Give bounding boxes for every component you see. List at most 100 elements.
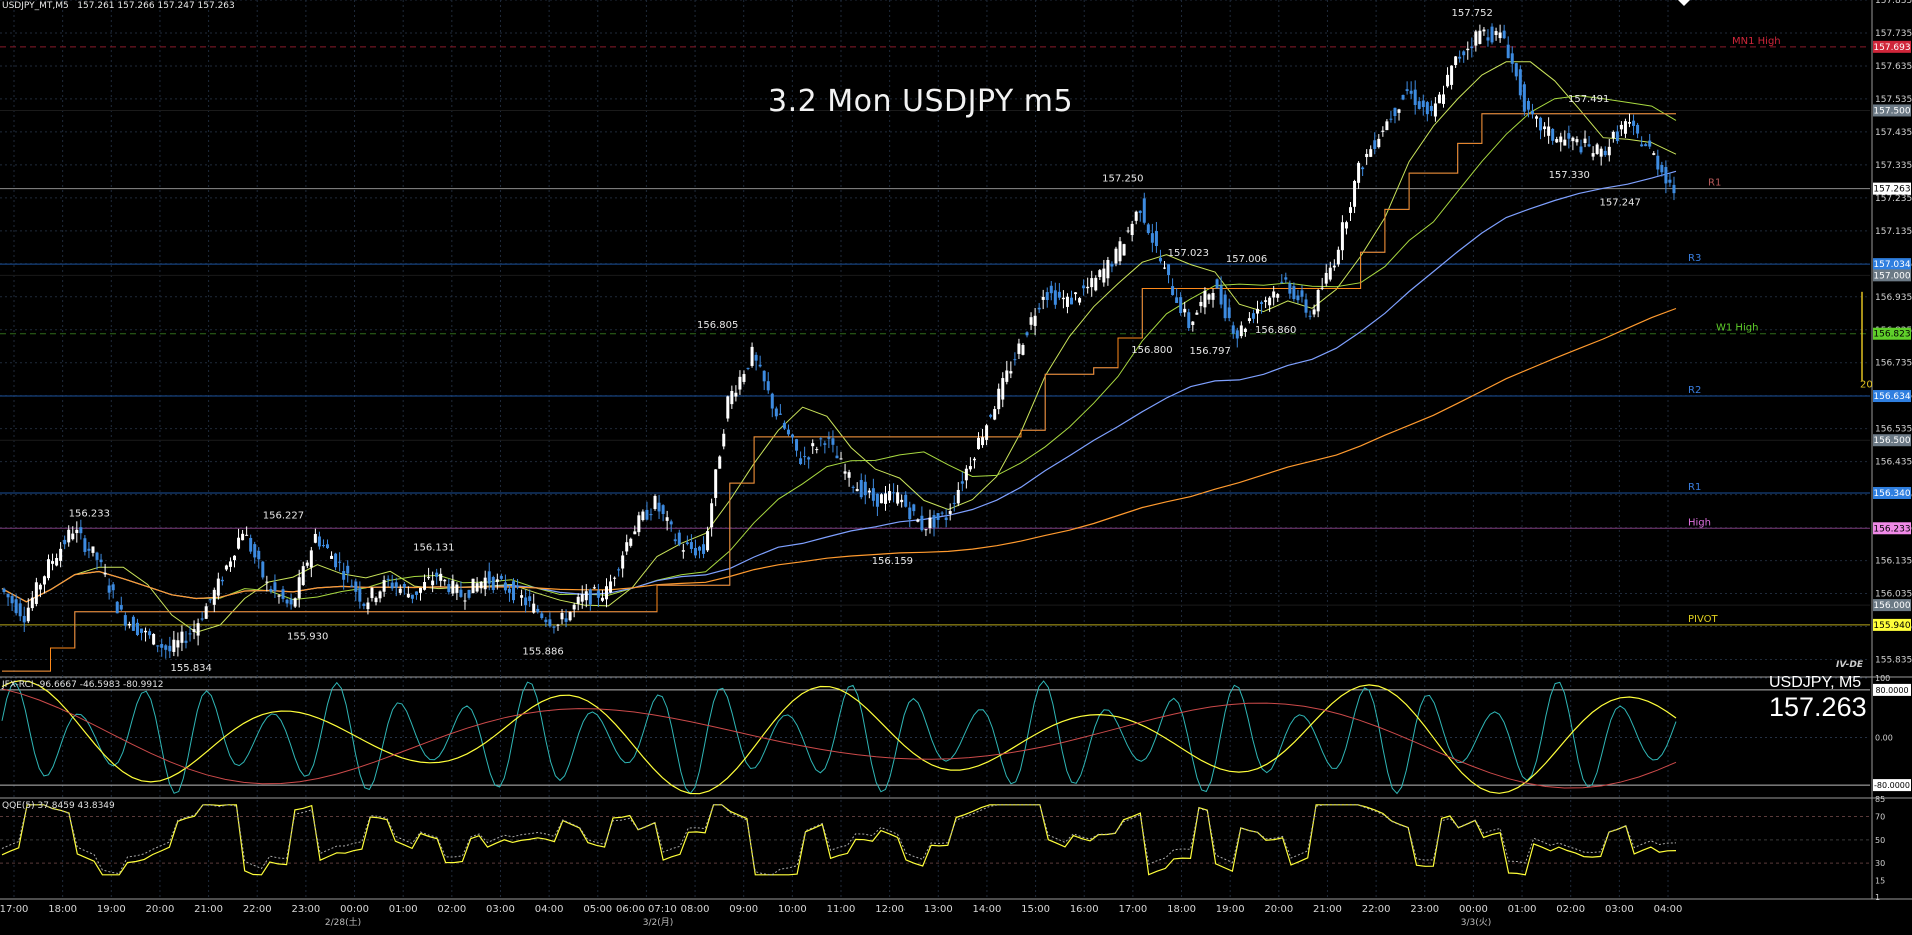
candle-up	[867, 490, 871, 493]
candle-up	[1652, 153, 1656, 155]
candle-up	[1583, 138, 1587, 144]
x-tick-label: 23:00	[1410, 904, 1439, 915]
candle-up	[51, 561, 55, 564]
chart-title: 3.2 Mon USDJPY m5	[768, 84, 1074, 119]
candle-up	[475, 583, 479, 592]
candle-up	[483, 577, 487, 590]
candle-up	[1494, 31, 1498, 35]
candle-up	[742, 374, 746, 382]
candle-up	[330, 555, 334, 559]
y-tick-label: 156.535	[1875, 425, 1912, 435]
candle-down	[362, 603, 366, 607]
level-price-tag	[1873, 327, 1911, 340]
candle-down	[673, 539, 677, 542]
candle-up	[1126, 230, 1130, 232]
candle-down	[1045, 292, 1049, 301]
candle-down	[1425, 102, 1429, 115]
candle-down	[14, 599, 18, 614]
x-tick-label: 09:00	[729, 904, 758, 915]
candle-down	[661, 505, 665, 514]
candle-down	[1361, 167, 1365, 170]
scroll-marker-icon[interactable]	[1678, 0, 1690, 6]
candle-up	[293, 598, 297, 607]
candle-up	[277, 595, 281, 597]
candle-down	[835, 455, 839, 459]
candle-up	[1349, 207, 1352, 213]
candle-up	[977, 437, 980, 450]
quote-symbol: USDJPY, M5	[1769, 674, 1862, 691]
candle-down	[1636, 124, 1640, 134]
rci-mid-line	[1, 679, 1677, 795]
candle-up	[600, 597, 604, 601]
candle-down	[1251, 313, 1255, 319]
candle-down	[693, 547, 697, 556]
candle-up	[495, 579, 499, 582]
x-tick-label: 21:00	[194, 904, 223, 915]
y-tick-label: 157.335	[1875, 161, 1912, 171]
candle-down	[1656, 155, 1660, 170]
candle-down	[160, 644, 164, 648]
candle-down	[334, 553, 338, 568]
candle-down	[1615, 131, 1619, 141]
level-price-tag	[1873, 182, 1911, 195]
candle-up	[1547, 126, 1551, 136]
candle-up	[443, 579, 447, 582]
candle-down	[1530, 110, 1534, 115]
candle-up	[1450, 65, 1454, 85]
candle-up	[398, 588, 402, 593]
candle-down	[564, 618, 568, 622]
candle-down	[289, 599, 293, 605]
candle-down	[410, 594, 414, 599]
candle-down	[326, 544, 329, 549]
candle-up	[1543, 126, 1547, 130]
candle-up	[584, 591, 588, 601]
candle-up	[1033, 315, 1037, 326]
candle-up	[1163, 267, 1166, 269]
candle-up	[406, 593, 410, 598]
candle-up	[738, 376, 742, 390]
level-label: High	[1688, 517, 1711, 528]
rci-y-tick: -80.0000	[1874, 781, 1910, 790]
level-price-tag	[1873, 258, 1911, 271]
candle-down	[87, 548, 91, 551]
candle-down	[1288, 283, 1292, 294]
candle-up	[592, 587, 596, 589]
candle-up	[47, 559, 50, 579]
qqe-y-tick: 15	[1875, 877, 1885, 886]
candle-up	[609, 581, 613, 593]
candle-down	[99, 559, 103, 563]
candle-down	[386, 578, 390, 580]
candle-down	[698, 546, 701, 551]
candle-up	[1243, 328, 1247, 332]
candle-up	[1098, 270, 1102, 278]
candle-up	[241, 533, 245, 541]
x-tick-label: 20:00	[146, 904, 175, 915]
candle-up	[1498, 32, 1502, 39]
candle-up	[560, 613, 564, 620]
candle-up	[176, 640, 180, 648]
candle-down	[536, 608, 540, 613]
price-annotation: 157.491	[1568, 94, 1609, 105]
candle-down	[156, 645, 160, 647]
candle-down	[487, 571, 491, 584]
candle-down	[10, 595, 14, 604]
candle-up	[1041, 296, 1045, 300]
x-tick-label: 05:00	[583, 904, 612, 915]
x-tick-label: 19:00	[97, 904, 126, 915]
candle-up	[718, 456, 722, 469]
price-annotation: 155.930	[287, 632, 328, 643]
level-label: R2	[1688, 385, 1701, 396]
candle-down	[119, 605, 123, 610]
qqe-header: QQE(5) 37.8459 43.8349	[2, 801, 115, 811]
candle-down	[875, 493, 879, 507]
candle-down	[1158, 257, 1162, 262]
price-annotation: 156.131	[413, 542, 454, 553]
candle-down	[1025, 332, 1029, 336]
candle-up	[750, 346, 754, 366]
candle-down	[249, 537, 253, 552]
x-tick-label: 06:00 07:10	[616, 904, 677, 915]
candle-down	[677, 532, 681, 545]
level-price-tag	[1873, 390, 1911, 403]
candle-up	[301, 566, 305, 586]
